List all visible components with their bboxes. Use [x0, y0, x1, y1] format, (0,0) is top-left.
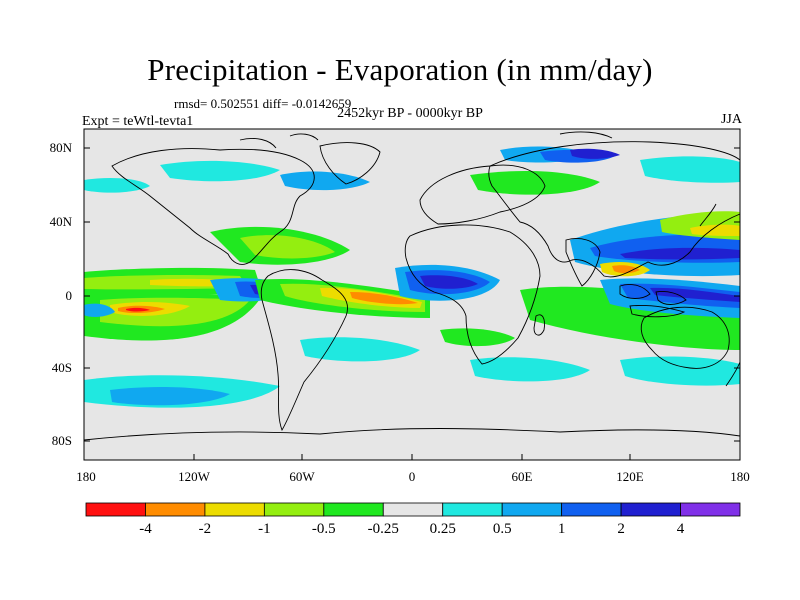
lat-tick-label: 80S	[51, 433, 72, 448]
colorbar-label: 1	[557, 521, 566, 537]
colorbar-swatch	[442, 502, 503, 517]
colorbar-swatch	[204, 502, 265, 517]
coastlines	[83, 131, 741, 441]
colorbar-swatch	[382, 502, 444, 517]
lon-tick-label: 60W	[289, 469, 315, 484]
colorbar-swatch	[263, 502, 325, 517]
lon-tick-label: 120W	[178, 469, 210, 484]
colorbar-swatch	[680, 502, 741, 517]
season-label: JJA	[720, 112, 742, 127]
lon-tick-label: 120E	[616, 469, 644, 484]
lat-tick-label: 40S	[51, 360, 72, 375]
lon-tick-label: 180	[76, 469, 96, 484]
experiment-label: Expt = teWtl-tevta1	[82, 114, 194, 129]
colorbar-swatch	[323, 502, 384, 517]
map-title: Precipitation - Evaporation (in mm/day)	[147, 52, 653, 87]
axis-ticks	[84, 147, 740, 460]
colorbar-label: 0.5	[492, 521, 512, 537]
colorbar-label: 2	[617, 521, 625, 537]
lat-tick-label: 0	[65, 288, 73, 303]
colorbar-swatch	[85, 502, 146, 517]
colorbar-label: -1	[258, 521, 271, 537]
lon-tick-label: 180	[730, 469, 750, 484]
colorbar-swatch	[145, 502, 206, 517]
colorbar-label: 0.25	[429, 521, 456, 537]
colorbar-label: -4	[139, 521, 152, 537]
rmsd-diff-stats: rmsd= 0.502551 diff= -0.0142659	[174, 96, 352, 111]
colorbar	[85, 502, 741, 517]
lon-tick-label: 0	[408, 469, 416, 484]
colorbar-label: 4	[676, 521, 685, 537]
lat-tick-label: 40N	[49, 214, 72, 229]
time-period-subtitle: 2452kyr BP - 0000kyr BP	[337, 106, 483, 121]
precip-anomaly-contours	[84, 146, 740, 408]
colorbar-swatch	[561, 502, 622, 517]
colorbar-swatch	[620, 502, 681, 517]
colorbar-label: -0.5	[311, 521, 336, 537]
lon-tick-label: 60E	[511, 469, 533, 484]
colorbar-swatch	[501, 502, 563, 517]
lat-tick-label: 80N	[49, 140, 72, 155]
colorbar-label: -0.25	[367, 521, 399, 537]
colorbar-label: -2	[198, 521, 212, 537]
